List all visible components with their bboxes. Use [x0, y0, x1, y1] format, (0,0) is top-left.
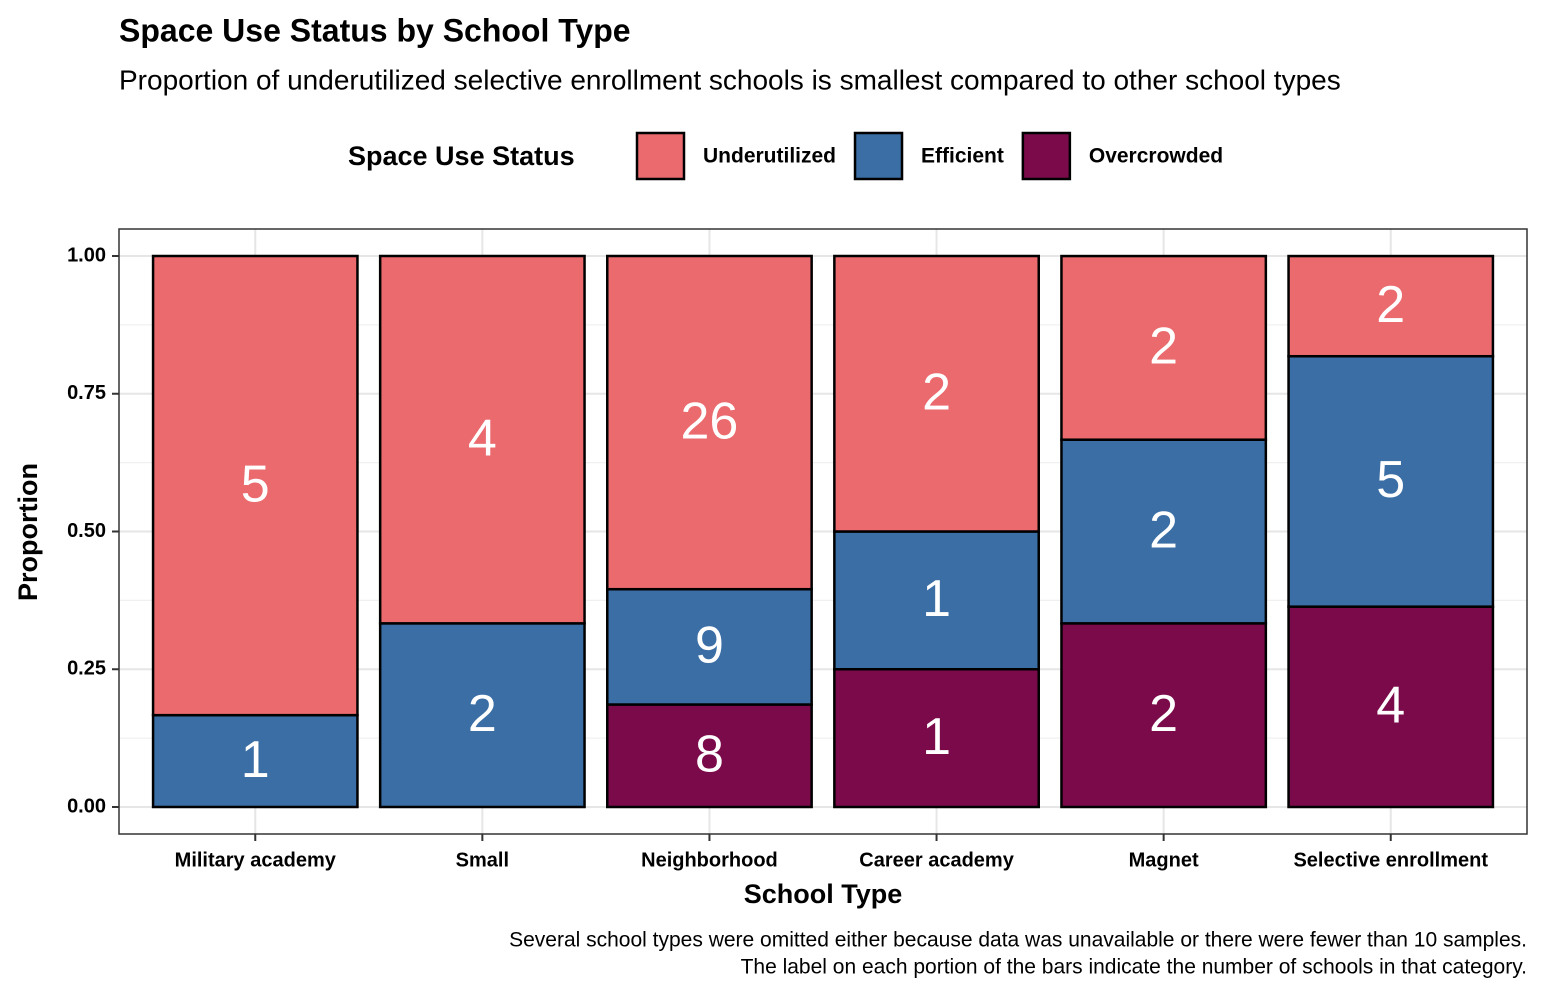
- x-tick-label: Career academy: [859, 849, 1014, 871]
- bar-segment: [833, 254, 1040, 533]
- caption: The label on each portion of the bars in…: [741, 956, 1527, 979]
- legend-label: Underutilized: [703, 145, 836, 168]
- data-label: 5: [241, 455, 270, 513]
- legend-key: [635, 131, 686, 181]
- data-label: 1: [241, 731, 270, 789]
- legend-label: Efficient: [921, 145, 1004, 168]
- data-label: 4: [1376, 677, 1405, 735]
- x-tick-label: Magnet: [1129, 849, 1199, 871]
- legend-key: [1021, 131, 1072, 181]
- caption: Several school types were omitted either…: [509, 929, 1527, 952]
- y-tick-label: 0.25: [67, 658, 106, 680]
- chart-title: Space Use Status by School Type: [119, 12, 631, 48]
- bar-segment: [1287, 354, 1495, 608]
- legend-key: [853, 131, 904, 181]
- data-label: 2: [1149, 501, 1178, 559]
- panel-border: [118, 228, 1528, 835]
- y-tick-label: 0.50: [67, 520, 106, 542]
- data-label: 5: [1376, 451, 1405, 509]
- bar-segment: [1287, 605, 1495, 809]
- bar-segment: [151, 713, 359, 809]
- data-label: 26: [681, 392, 739, 450]
- legend-title: Space Use Status: [348, 141, 575, 171]
- data-label: 8: [695, 725, 724, 783]
- y-tick-label: 0.00: [67, 795, 106, 817]
- x-tick-label: Neighborhood: [641, 849, 778, 871]
- data-label: 2: [468, 685, 497, 743]
- bar-segment: [833, 530, 1040, 671]
- y-axis-title: Proportion: [13, 463, 43, 601]
- data-label: 2: [1149, 318, 1178, 376]
- bar-segment: [606, 703, 813, 809]
- x-tick-label: Small: [456, 849, 509, 871]
- bar-segment: [1060, 622, 1268, 809]
- data-label: 2: [1149, 685, 1178, 743]
- data-label: 1: [922, 708, 951, 766]
- data-label: 9: [695, 617, 724, 675]
- y-tick-label: 0.75: [67, 382, 106, 404]
- data-label: 4: [468, 409, 497, 467]
- bar-segment: [1060, 438, 1268, 625]
- x-axis-title: School Type: [744, 879, 903, 909]
- data-label: 2: [1376, 276, 1405, 334]
- bar-segment: [1287, 254, 1495, 358]
- chart-subtitle: Proportion of underutilized selective en…: [119, 64, 1341, 95]
- data-label: 1: [922, 570, 951, 628]
- bar-segment: [378, 622, 586, 809]
- y-tick-label: 1.00: [67, 244, 106, 266]
- bar-segment: [606, 587, 813, 706]
- x-tick-label: Selective enrollment: [1293, 849, 1488, 871]
- x-tick-label: Military academy: [175, 849, 337, 871]
- bar-segment: [151, 254, 359, 717]
- bar-segment: [378, 254, 586, 625]
- bar-segment: [606, 254, 813, 591]
- data-label: 2: [922, 363, 951, 421]
- bar-segment: [1060, 254, 1268, 441]
- legend-label: Overcrowded: [1089, 145, 1223, 168]
